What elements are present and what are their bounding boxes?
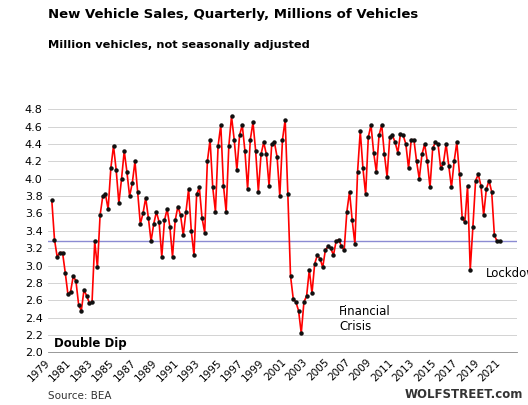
Text: Lockdown: Lockdown <box>486 267 528 280</box>
Text: Source: BEA: Source: BEA <box>48 391 111 401</box>
Text: Financial
Crisis: Financial Crisis <box>340 305 391 333</box>
Text: New Vehicle Sales, Quarterly, Millions of Vehicles: New Vehicle Sales, Quarterly, Millions o… <box>48 8 418 21</box>
Text: Double Dip: Double Dip <box>54 337 127 350</box>
Text: WOLFSTREET.com: WOLFSTREET.com <box>404 388 523 401</box>
Text: Million vehicles, not seasonally adjusted: Million vehicles, not seasonally adjuste… <box>48 40 309 51</box>
